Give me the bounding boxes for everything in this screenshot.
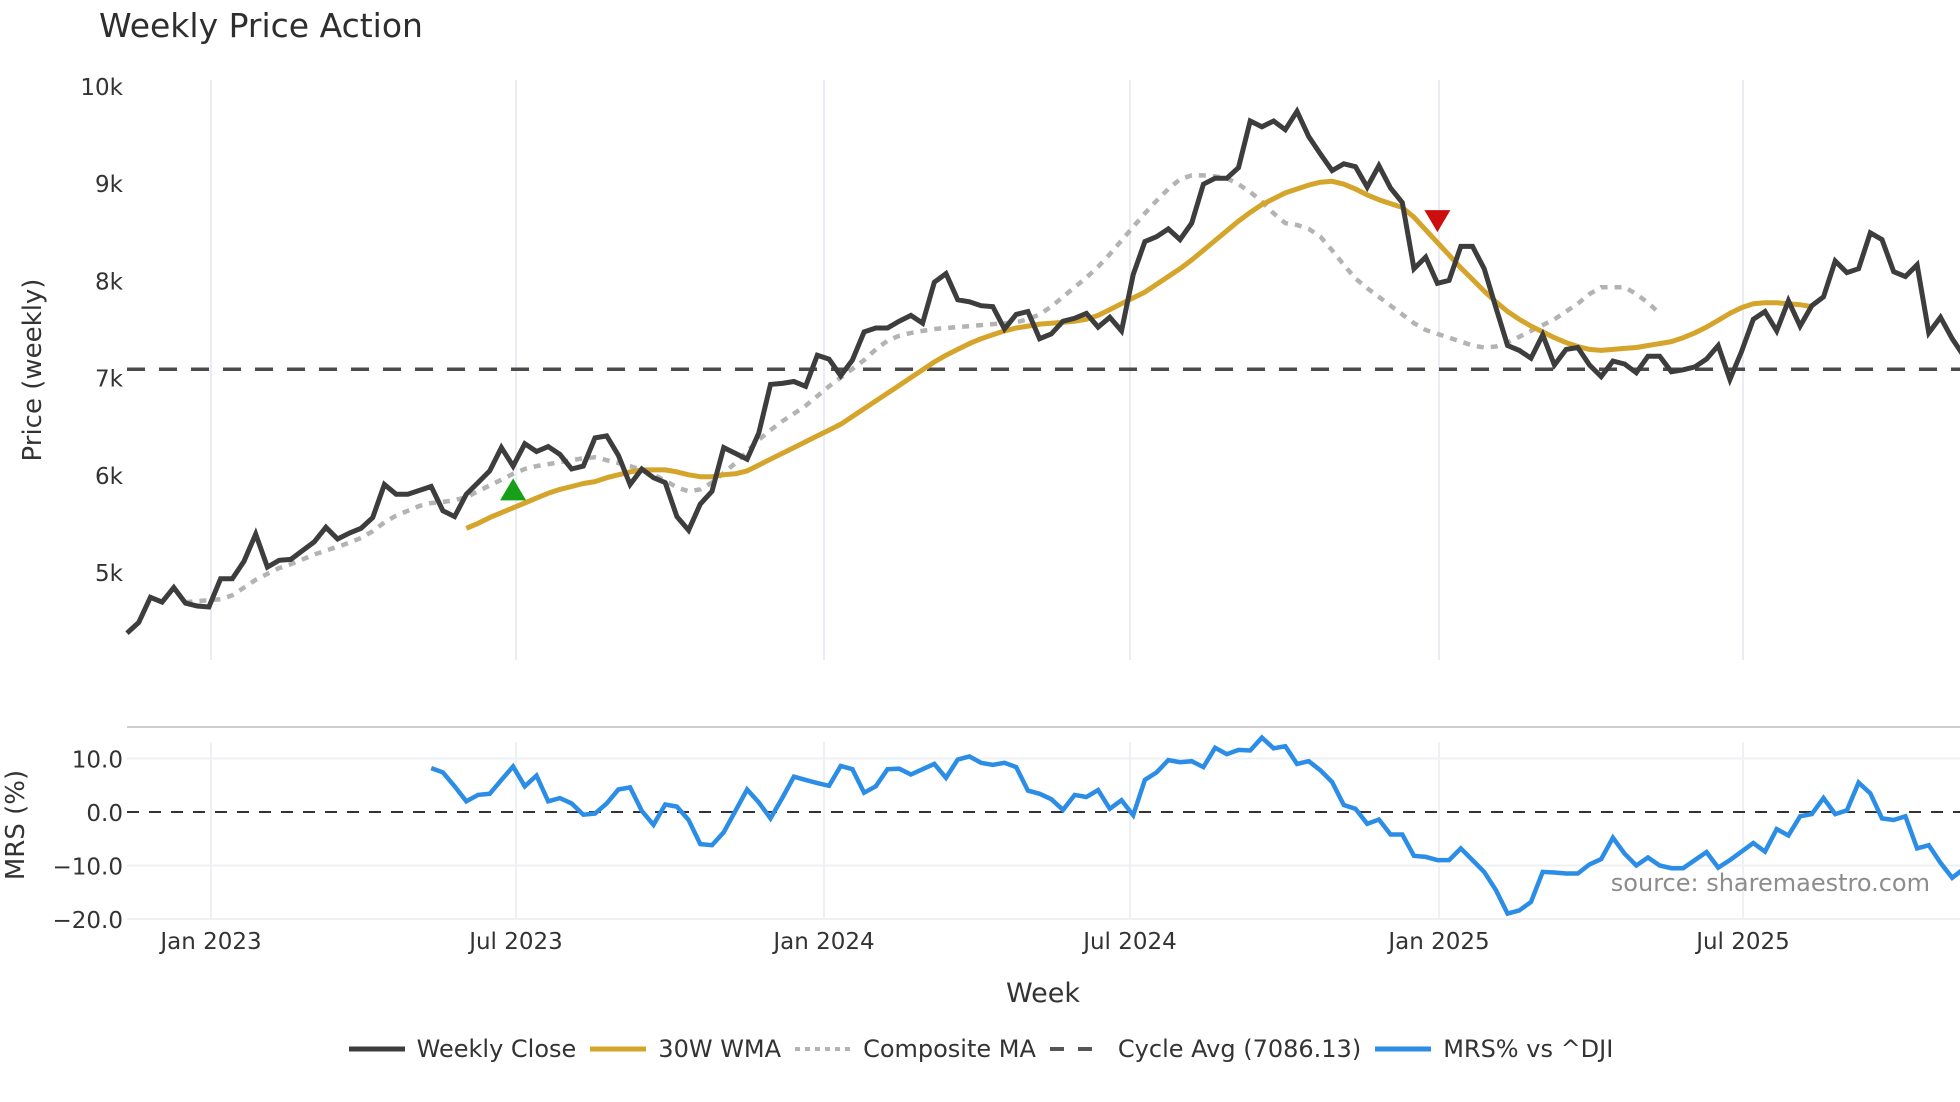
legend-label: 30W WMA <box>658 1035 782 1063</box>
legend-item-composite-ma[interactable]: Composite MA <box>793 1035 1036 1063</box>
x-axis: Jan 2023 Jul 2023 Jan 2024 Jul 2024 Jan 2025… <box>158 929 1789 955</box>
vertical-gridlines <box>210 80 1744 918</box>
y-tick-label: 0.0 <box>86 801 123 827</box>
signal-markers <box>500 210 1451 501</box>
legend-item-mrs[interactable]: MRS% vs ^DJI <box>1373 1035 1613 1063</box>
legend-item-30w-wma[interactable]: 30W WMA <box>588 1035 781 1063</box>
mrs-swatch-icon <box>1373 1040 1433 1058</box>
price-y-axis: 10k 9k 8k 7k 6k 5k <box>80 75 123 587</box>
legend-label: Weekly Close <box>416 1035 577 1063</box>
sell-signal-icon <box>1424 210 1451 233</box>
y-tick-label: −20.0 <box>53 908 123 934</box>
composite-swatch-icon <box>793 1040 853 1058</box>
legend-label: Composite MA <box>863 1035 1036 1063</box>
wma-swatch-icon <box>588 1040 648 1058</box>
x-tick-label: Jul 2023 <box>467 929 563 955</box>
mrs-y-axis-label: MRS (%) <box>1 770 31 880</box>
legend-label: Cycle Avg (7086.13) <box>1117 1035 1362 1063</box>
price-y-axis-label: Price (weekly) <box>18 279 48 462</box>
legend-item-cycle-avg[interactable]: Cycle Avg (7086.13) <box>1048 1035 1361 1063</box>
x-tick-label: Jul 2025 <box>1694 929 1790 955</box>
mrs-line <box>430 734 1960 917</box>
cycle-avg-swatch-icon <box>1048 1040 1108 1058</box>
y-tick-label: 8k <box>95 269 124 295</box>
watermark: source: sharemaestro.com <box>1611 869 1930 897</box>
x-tick-label: Jul 2024 <box>1081 929 1177 955</box>
y-tick-label: −10.0 <box>53 855 123 881</box>
legend-label: MRS% vs ^DJI <box>1443 1035 1614 1063</box>
y-tick-label: 7k <box>95 367 124 393</box>
mrs-horizontal-gridlines <box>127 757 1960 920</box>
y-tick-label: 10k <box>80 75 123 101</box>
legend-item-weekly-close[interactable]: Weekly Close <box>347 1035 577 1063</box>
chart-title: Weekly Price Action <box>99 6 423 45</box>
y-tick-label: 5k <box>95 561 124 587</box>
composite-ma-line <box>185 173 1662 605</box>
weekly-close-swatch-icon <box>347 1040 407 1058</box>
x-tick-label: Jan 2025 <box>1386 929 1489 955</box>
weekly-close-line <box>125 106 1960 636</box>
x-tick-label: Jan 2024 <box>771 929 874 955</box>
mrs-y-axis: 10.0 0.0 −10.0 −20.0 <box>53 748 123 935</box>
y-tick-label: 9k <box>95 172 124 198</box>
x-axis-label: Week <box>1006 978 1080 1009</box>
x-tick-label: Jan 2023 <box>158 929 261 955</box>
y-tick-label: 10.0 <box>72 748 123 774</box>
buy-signal-icon <box>500 478 527 501</box>
wma-30w-line <box>465 178 1813 531</box>
legend: Weekly Close 30W WMA Composite MA Cycle … <box>0 1035 1960 1063</box>
y-tick-label: 6k <box>95 464 124 490</box>
